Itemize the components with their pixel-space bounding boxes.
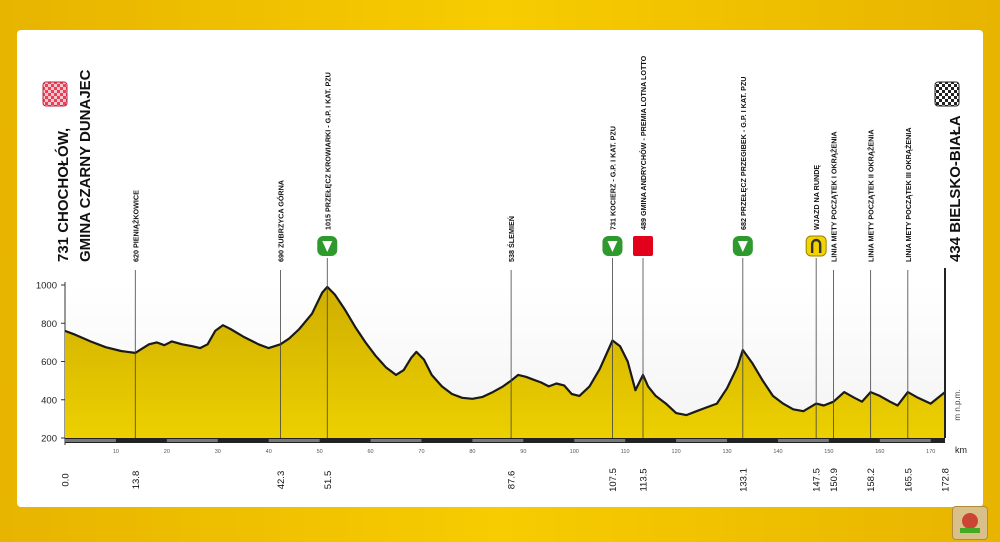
circuit-entry-glyph [810, 238, 822, 253]
waypoint-label: 489 GMINA ANDRYCHÓW - PREMIA LOTNA LOTTO [639, 55, 648, 230]
x-minor-tick-label: 80 [469, 449, 475, 455]
x-minor-tick-label: 20 [164, 449, 170, 455]
y-axis-unit: m n.p.m. [953, 389, 962, 420]
waypoint-label: 690 ZUBRZYCA GÓRNA [276, 180, 285, 262]
x-minor-tick-label: 110 [621, 449, 630, 455]
x-key-tick-label: 0.0 [61, 473, 72, 486]
x-minor-tick-label: 140 [773, 449, 782, 455]
distance-strip-segment [777, 439, 829, 442]
x-minor-tick-label: 60 [367, 449, 373, 455]
y-tick-label: 1000 [36, 281, 57, 292]
finish-label: 434 BIELSKO-BIAŁA [947, 115, 964, 262]
x-minor-tick-label: 160 [875, 449, 884, 455]
distance-strip-segment [472, 439, 524, 442]
mountain-prize-glyph [322, 241, 333, 252]
finish-flag-icon [934, 81, 960, 107]
x-key-tick-label: 158.2 [866, 468, 877, 492]
race-logo-icon [952, 506, 988, 540]
x-minor-tick-label: 50 [317, 449, 323, 455]
x-minor-tick-label: 70 [418, 449, 424, 455]
x-key-tick-label: 172.8 [941, 468, 952, 492]
distance-strip-segment [268, 439, 320, 442]
waypoint-label: WJAZD NA RUNDĘ [812, 165, 821, 230]
waypoint-label: 731 KOCIERZ - G.P. I KAT. PZU [608, 126, 617, 230]
distance-strip-segment [879, 439, 931, 442]
waypoint-label: 538 ŚLEMIEŃ [507, 216, 516, 262]
waypoint-label: LINIA METY POCZĄTEK II OKRĄŻENIA [867, 129, 876, 262]
y-tick-label: 400 [41, 395, 57, 406]
start-flag-icon [42, 81, 68, 107]
x-key-tick-label: 113.5 [639, 468, 650, 491]
x-key-tick-label: 165.5 [903, 468, 914, 492]
x-key-tick-label: 51.5 [323, 471, 334, 490]
waypoint-label: LINIA METY POCZĄTEK I OKRĄŻENIA [829, 131, 838, 262]
x-minor-tick-label: 130 [722, 449, 731, 455]
x-key-tick-label: 150.9 [829, 468, 840, 492]
x-minor-tick-label: 120 [672, 449, 681, 455]
distance-strip-segment [370, 439, 422, 442]
distance-strip-segment [166, 439, 218, 442]
x-minor-tick-label: 150 [824, 449, 833, 455]
x-minor-tick-label: 170 [926, 449, 935, 455]
mountain-prize-glyph [737, 241, 748, 252]
x-key-tick-label: 107.5 [608, 468, 619, 492]
sprint-prize-icon [633, 236, 654, 256]
start-label: 731 CHOCHOŁÓW, [54, 128, 72, 262]
waypoint-label: 1015 PRZEŁĘCZ KROWIARKI - G.P. I KAT. PZ… [323, 72, 332, 230]
x-minor-tick-label: 10 [113, 449, 119, 455]
waypoint-label: 682 PRZEŁĘCZ PRZEGIBEK - G.P. I KAT. PZU [739, 77, 748, 231]
x-key-tick-label: 147.5 [812, 468, 823, 492]
distance-strip-segment [574, 439, 626, 442]
x-key-tick-label: 133.1 [738, 468, 749, 492]
waypoint-label: LINIA METY POCZĄTEK III OKRĄŻENIA [904, 127, 913, 262]
x-minor-tick-label: 100 [570, 449, 579, 455]
x-minor-tick-label: 40 [266, 449, 272, 455]
x-key-tick-label: 87.6 [507, 471, 518, 490]
distance-strip-segment [676, 439, 728, 442]
waypoint-label: 620 PIENIĄŻKOWICE [131, 190, 140, 262]
start-label-line2: GMINA CZARNY DUNAJEC [77, 69, 94, 262]
elevation-line [64, 285, 946, 417]
x-axis-unit: km [955, 445, 967, 455]
distance-strip-segment [65, 439, 116, 442]
x-minor-tick-label: 90 [520, 449, 526, 455]
y-tick-label: 200 [41, 434, 57, 445]
x-key-tick-label: 42.3 [276, 471, 287, 490]
elevation-area [65, 286, 945, 438]
y-tick-label: 800 [41, 319, 57, 330]
y-tick-label: 600 [41, 357, 57, 368]
x-key-tick-label: 13.8 [131, 471, 142, 490]
mountain-prize-glyph [607, 241, 618, 252]
x-minor-tick-label: 30 [215, 449, 221, 455]
